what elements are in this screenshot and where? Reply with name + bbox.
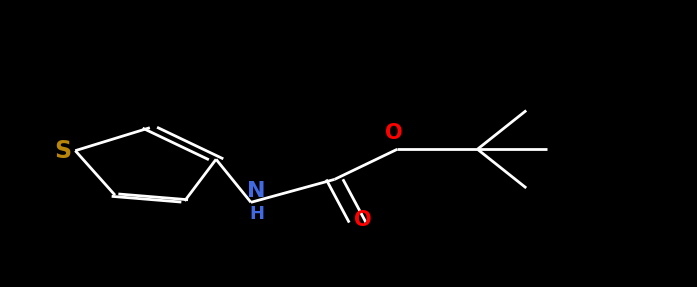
Text: N: N xyxy=(247,181,266,201)
Text: O: O xyxy=(385,123,403,144)
Text: H: H xyxy=(249,205,264,223)
Text: O: O xyxy=(354,210,372,230)
Text: S: S xyxy=(54,139,71,163)
